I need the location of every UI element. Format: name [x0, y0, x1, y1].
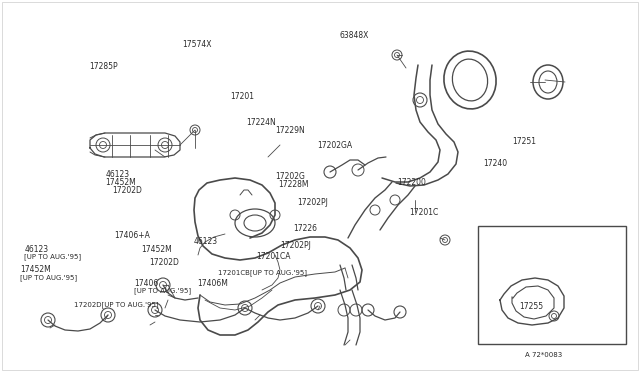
Text: 46123: 46123 [106, 170, 130, 179]
Text: 17452M: 17452M [106, 178, 136, 187]
Text: 17229N: 17229N [275, 126, 305, 135]
Text: 17406M: 17406M [197, 279, 228, 288]
Text: 17251: 17251 [512, 137, 536, 146]
Text: 17452M: 17452M [20, 265, 51, 274]
Text: 17224N: 17224N [246, 118, 276, 127]
Text: 17202PJ: 17202PJ [298, 198, 328, 207]
Text: 17452M: 17452M [141, 245, 172, 254]
Text: 17202D: 17202D [112, 186, 142, 195]
Text: 17202D: 17202D [149, 258, 179, 267]
Text: 17255: 17255 [520, 302, 544, 311]
Text: A 72*0083: A 72*0083 [525, 352, 562, 358]
Text: 17406: 17406 [134, 279, 159, 288]
Text: 17202D[UP TO AUG.'95]: 17202D[UP TO AUG.'95] [74, 301, 158, 308]
Bar [478, 226, 626, 344]
Text: 46123: 46123 [194, 237, 218, 246]
Text: 63848X: 63848X [339, 31, 369, 40]
Text: 17201CA: 17201CA [256, 252, 291, 261]
Text: 17285P: 17285P [90, 62, 118, 71]
Text: 172200: 172200 [397, 178, 426, 187]
Text: 46123: 46123 [24, 245, 49, 254]
Text: 17201CB[UP TO AUG.'95]: 17201CB[UP TO AUG.'95] [218, 269, 307, 276]
Text: 17201: 17201 [230, 92, 254, 101]
Text: 17574X: 17574X [182, 40, 212, 49]
Text: 17201C: 17201C [410, 208, 439, 217]
Text: 17406+A: 17406+A [114, 231, 150, 240]
Text: [UP TO AUG.'95]: [UP TO AUG.'95] [134, 287, 191, 294]
Text: 17202G: 17202G [275, 172, 305, 181]
Text: 17228M: 17228M [278, 180, 309, 189]
Text: 17240: 17240 [483, 159, 508, 168]
Text: 17202GA: 17202GA [317, 141, 352, 150]
Text: [UP TO AUG.'95]: [UP TO AUG.'95] [20, 274, 77, 280]
Text: 17202PJ: 17202PJ [280, 241, 311, 250]
Text: [UP TO AUG.'95]: [UP TO AUG.'95] [24, 253, 81, 260]
Text: 17226: 17226 [293, 224, 317, 233]
